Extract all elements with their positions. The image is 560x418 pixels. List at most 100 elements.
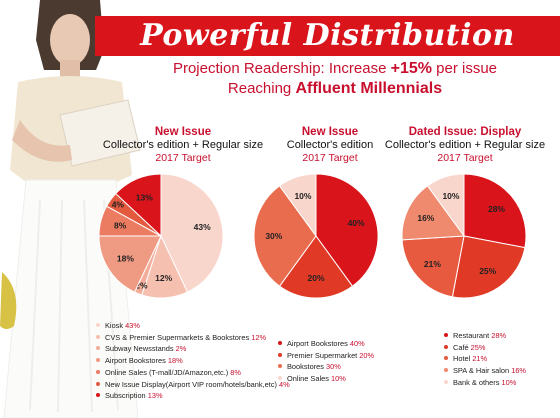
slice-label-bank-others: 10% <box>442 191 459 201</box>
pie-slice-bank-others <box>426 173 465 238</box>
legend-label: Restaurant <box>453 331 492 340</box>
legend-value: 12% <box>251 332 267 342</box>
legend-label: Subway Newsstands <box>105 344 176 354</box>
legend-value: 43% <box>125 321 140 330</box>
slice-label-bookstores: 30% <box>265 231 282 241</box>
pie-slice-spa-hair-salon <box>401 185 465 241</box>
legend-swatch <box>96 393 100 398</box>
legend-value: 10% <box>501 377 517 387</box>
slice-label-caf: 25% <box>479 266 496 276</box>
legend-new-issue-combined: Kiosk 43% CVS & Premier Supermarkets & Bo… <box>96 320 290 402</box>
legend-label: Airport Bookstores <box>105 356 168 366</box>
legend-label: Online Sales <box>287 374 331 384</box>
subtitle2-prefix: Reaching <box>227 80 296 97</box>
legend-item: New Issue Display(Airport VIP room/hotel… <box>96 379 290 391</box>
legend-swatch <box>444 379 448 384</box>
pie-slice-caf <box>451 235 526 299</box>
legend-label: New Issue Display(Airport VIP room/hotel… <box>105 379 280 389</box>
subtitle-audience: Reaching Affluent Millennials <box>110 80 560 98</box>
column-target: 2017 Target <box>302 152 358 164</box>
column-header-1: New Issue Collector's edition + Regular … <box>88 126 278 165</box>
legend-label: Subscription <box>105 391 148 401</box>
legend-value: 13% <box>147 391 163 401</box>
slice-label-online-sales-t-mall-jd-amazon-etc: 8% <box>114 221 127 231</box>
legend-value: 4% <box>279 379 290 389</box>
legend-item: Subscription 13% <box>96 390 290 402</box>
pie-slice-bookstores <box>253 185 317 287</box>
slice-label-airport-bookstores: 40% <box>348 218 365 228</box>
legend-value: 8% <box>230 367 241 377</box>
legend-value: 20% <box>359 350 375 360</box>
legend-item: Online Sales 10% <box>278 373 374 385</box>
column-title: Dated Issue: Display <box>408 126 522 138</box>
legend-item: Kiosk 43% <box>96 320 290 332</box>
legend-label: SPA & Hair salon <box>453 366 512 376</box>
slice-label-hotel: 21% <box>424 259 441 269</box>
legend-item: Subway Newsstands 2% <box>96 343 290 355</box>
pie-chart-new-issue-collectors: 40% 20% 30% 10% <box>253 173 379 299</box>
legend-item: Premier Supermarket 20% <box>278 350 374 362</box>
legend-label: Café <box>453 342 471 352</box>
legend-swatch <box>444 344 448 349</box>
legend-label: Bookstores <box>287 362 327 372</box>
legend-label: Hotel <box>453 354 473 364</box>
legend-value: 10% <box>330 374 346 384</box>
page-title: Powerful Distribution <box>140 18 515 53</box>
legend-swatch <box>96 369 100 374</box>
column-target: 2017 Target <box>155 152 211 164</box>
pie-slice-online-sales <box>278 173 317 238</box>
legend-dated-issue: Restaurant 28% Café 25% Hotel 21% SPA & Hai… <box>444 330 526 389</box>
legend-value: 16% <box>511 366 526 376</box>
subtitle-suffix: per issue <box>431 60 498 77</box>
subtitle2-highlight: Affluent Millennials <box>295 80 443 97</box>
model-photo <box>0 0 150 418</box>
slice-label-cvs-premier-supermarkets-bookstores: 12% <box>155 273 172 283</box>
legend-value: 21% <box>472 354 488 364</box>
column-header-2: New Issue Collector's edition 2017 Targe… <box>230 126 430 165</box>
legend-swatch <box>444 368 448 373</box>
legend-item: Bank & others 10% <box>444 377 526 389</box>
column-title: New Issue <box>301 126 359 138</box>
legend-item: Bookstores 30% <box>278 361 374 373</box>
legend-label: CVS & Premier Supermarkets & Bookstores <box>105 332 252 342</box>
legend-value: 40% <box>349 339 365 348</box>
legend-swatch <box>96 334 100 339</box>
legend-swatch <box>278 376 282 381</box>
subtitle-prefix: Projection Readership: Increase <box>172 60 391 77</box>
legend-swatch <box>278 341 282 345</box>
pie-slice-subscription <box>115 173 162 238</box>
legend-swatch <box>96 323 100 327</box>
pie-chart-new-issue-combined: 43% 12% 2% 18% 8% 4% 13% <box>98 173 224 299</box>
column-header-3: Dated Issue: Display Collector's edition… <box>370 126 560 165</box>
legend-label: Airport Bookstores <box>287 339 350 348</box>
legend-swatch <box>96 358 100 363</box>
slice-label-online-sales: 10% <box>294 191 311 201</box>
legend-item: Restaurant 28% <box>444 330 526 342</box>
slice-label-kiosk: 43% <box>194 222 211 232</box>
column-target: 2017 Target <box>437 152 493 164</box>
title-banner: Powerful Distribution <box>95 16 560 56</box>
column-edition: Collector's edition + Regular size <box>102 139 264 151</box>
legend-label: Premier Supermarket <box>287 350 360 360</box>
legend-swatch <box>444 333 448 337</box>
legend-value: 30% <box>326 362 341 372</box>
slice-label-airport-bookstores: 18% <box>117 254 134 264</box>
legend-item: SPA & Hair salon 16% <box>444 365 526 377</box>
legend-new-issue-collectors: Airport Bookstores 40% Premier Supermarke… <box>278 338 374 385</box>
legend-value: 25% <box>470 342 486 352</box>
pie-slice-airport-bookstores <box>315 173 379 287</box>
slice-label-new-issue-display-airport-vip-room-hotels-bank-etc: 4% <box>112 200 125 210</box>
legend-item: Online Sales (T-mall/JD/Amazon,etc.) 8% <box>96 367 290 379</box>
column-edition: Collector's edition + Regular size <box>384 139 546 151</box>
legend-swatch <box>444 356 448 361</box>
legend-item: Café 25% <box>444 342 526 354</box>
pie-slice-restaurant <box>463 173 527 249</box>
subtitle-readership: Projection Readership: Increase +15% per… <box>110 60 560 78</box>
legend-item: CVS & Premier Supermarkets & Bookstores … <box>96 332 290 344</box>
slice-label-premier-supermarket: 20% <box>307 273 324 283</box>
legend-item: Airport Bookstores 40% <box>278 338 374 350</box>
legend-item: Airport Bookstores 18% <box>96 355 290 367</box>
pie-slice-kiosk <box>160 173 224 293</box>
legend-value: 18% <box>167 356 183 366</box>
legend-value: 2% <box>175 344 187 354</box>
